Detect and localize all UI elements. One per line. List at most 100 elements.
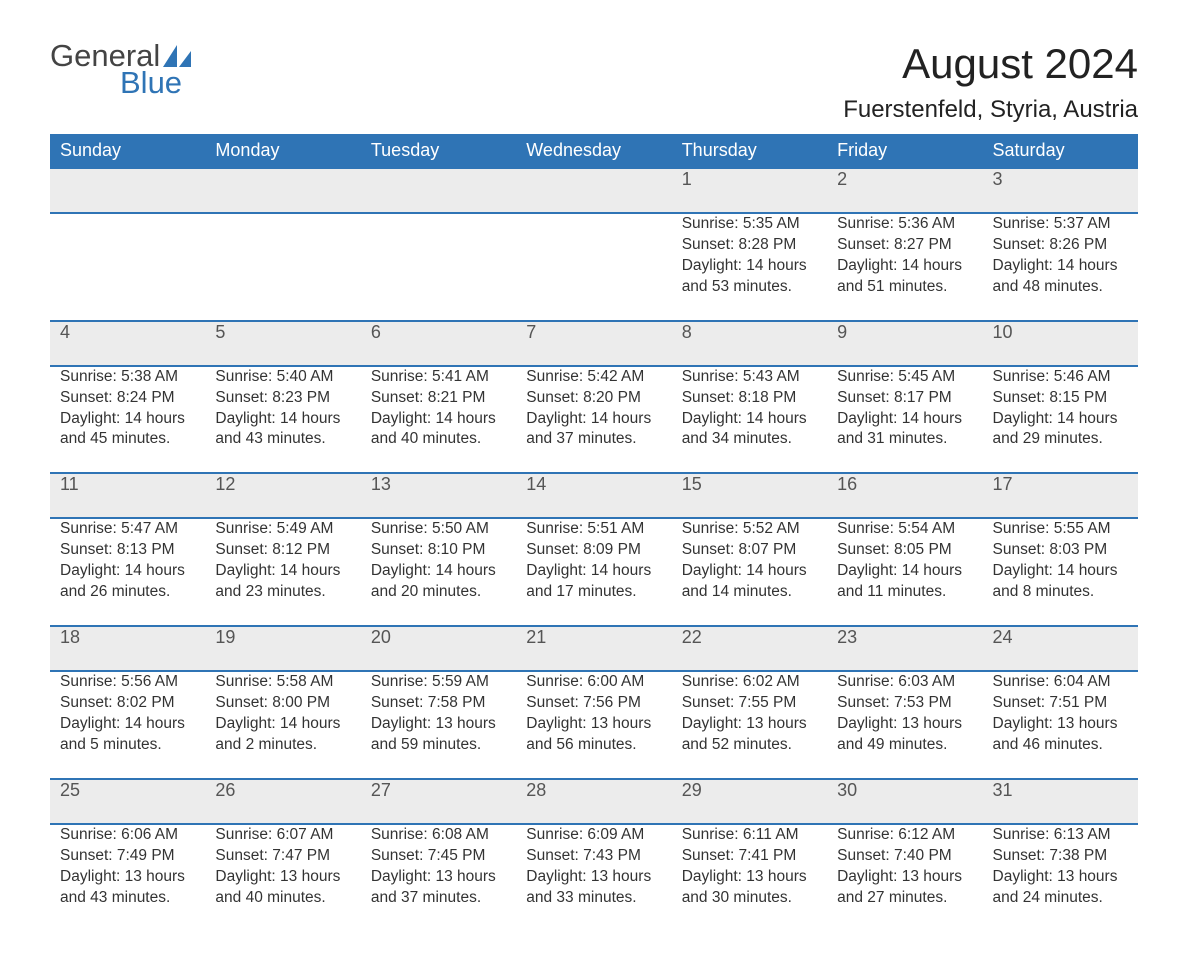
sunset-text: Sunset: 8:21 PM	[371, 388, 506, 409]
sunset-text: Sunset: 8:13 PM	[60, 540, 195, 561]
location-label: Fuerstenfeld, Styria, Austria	[843, 96, 1138, 124]
day-content-cell: Sunrise: 6:12 AMSunset: 7:40 PMDaylight:…	[827, 824, 982, 931]
daylight-text: Daylight: 14 hours	[371, 561, 506, 582]
day-number-cell: 12	[205, 473, 360, 518]
logo-sail-icon	[163, 45, 191, 67]
daylight-text: Daylight: 13 hours	[993, 867, 1128, 888]
day-number-cell: 10	[983, 321, 1138, 366]
daylight-text: Daylight: 13 hours	[215, 867, 350, 888]
day-number: 11	[60, 474, 79, 494]
day-number: 14	[526, 474, 546, 494]
day-number: 23	[837, 627, 857, 647]
day-content-cell: Sunrise: 5:47 AMSunset: 8:13 PMDaylight:…	[50, 518, 205, 626]
day-number: 1	[682, 169, 692, 189]
day-number: 20	[371, 627, 391, 647]
day-number-row: 11121314151617	[50, 473, 1138, 518]
day-content-cell	[205, 213, 360, 321]
day-content-cell: Sunrise: 5:54 AMSunset: 8:05 PMDaylight:…	[827, 518, 982, 626]
day-number-cell: 30	[827, 779, 982, 824]
day-content-cell	[361, 213, 516, 321]
sunrise-text: Sunrise: 6:13 AM	[993, 825, 1128, 846]
daylight-text: Daylight: 14 hours	[993, 256, 1128, 277]
day-number-cell	[516, 168, 671, 213]
day-content-cell: Sunrise: 5:35 AMSunset: 8:28 PMDaylight:…	[672, 213, 827, 321]
day-content-cell: Sunrise: 6:04 AMSunset: 7:51 PMDaylight:…	[983, 671, 1138, 779]
daylight-text: and 40 minutes.	[371, 429, 506, 450]
daylight-text: Daylight: 14 hours	[371, 409, 506, 430]
sunset-text: Sunset: 8:18 PM	[682, 388, 817, 409]
daylight-text: Daylight: 14 hours	[993, 409, 1128, 430]
day-number-row: 18192021222324	[50, 626, 1138, 671]
day-content-cell: Sunrise: 5:42 AMSunset: 8:20 PMDaylight:…	[516, 366, 671, 474]
day-content-cell: Sunrise: 5:55 AMSunset: 8:03 PMDaylight:…	[983, 518, 1138, 626]
day-number-cell: 9	[827, 321, 982, 366]
day-content-cell: Sunrise: 6:00 AMSunset: 7:56 PMDaylight:…	[516, 671, 671, 779]
daylight-text: Daylight: 14 hours	[60, 714, 195, 735]
daylight-text: and 52 minutes.	[682, 735, 817, 756]
sunrise-text: Sunrise: 6:12 AM	[837, 825, 972, 846]
header: General Blue August 2024 Fuerstenfeld, S…	[50, 40, 1138, 124]
daylight-text: Daylight: 13 hours	[526, 867, 661, 888]
daylight-text: Daylight: 14 hours	[60, 561, 195, 582]
sunset-text: Sunset: 8:09 PM	[526, 540, 661, 561]
daylight-text: Daylight: 13 hours	[682, 714, 817, 735]
daylight-text: and 24 minutes.	[993, 888, 1128, 909]
day-content-cell: Sunrise: 5:46 AMSunset: 8:15 PMDaylight:…	[983, 366, 1138, 474]
day-number-cell: 17	[983, 473, 1138, 518]
sunset-text: Sunset: 8:00 PM	[215, 693, 350, 714]
day-number: 2	[837, 169, 847, 189]
day-number: 16	[837, 474, 857, 494]
daylight-text: Daylight: 13 hours	[837, 867, 972, 888]
daylight-text: Daylight: 14 hours	[837, 561, 972, 582]
day-number-row: 25262728293031	[50, 779, 1138, 824]
daylight-text: and 56 minutes.	[526, 735, 661, 756]
daylight-text: and 20 minutes.	[371, 582, 506, 603]
day-number-cell: 26	[205, 779, 360, 824]
day-content-cell: Sunrise: 6:09 AMSunset: 7:43 PMDaylight:…	[516, 824, 671, 931]
daylight-text: and 40 minutes.	[215, 888, 350, 909]
day-number: 18	[60, 627, 80, 647]
day-number: 4	[60, 322, 70, 342]
sunset-text: Sunset: 8:17 PM	[837, 388, 972, 409]
weekday-header: Thursday	[672, 134, 827, 168]
sunset-text: Sunset: 8:10 PM	[371, 540, 506, 561]
day-number: 10	[993, 322, 1013, 342]
daylight-text: and 31 minutes.	[837, 429, 972, 450]
daylight-text: Daylight: 13 hours	[526, 714, 661, 735]
day-number-cell: 21	[516, 626, 671, 671]
sunset-text: Sunset: 7:55 PM	[682, 693, 817, 714]
sunrise-text: Sunrise: 5:59 AM	[371, 672, 506, 693]
day-number: 21	[526, 627, 546, 647]
brand-logo: General Blue	[50, 40, 191, 98]
sunrise-text: Sunrise: 6:00 AM	[526, 672, 661, 693]
day-number-cell: 24	[983, 626, 1138, 671]
daylight-text: and 34 minutes.	[682, 429, 817, 450]
day-content-cell: Sunrise: 6:06 AMSunset: 7:49 PMDaylight:…	[50, 824, 205, 931]
sunrise-text: Sunrise: 5:47 AM	[60, 519, 195, 540]
daylight-text: and 14 minutes.	[682, 582, 817, 603]
day-content-cell: Sunrise: 5:36 AMSunset: 8:27 PMDaylight:…	[827, 213, 982, 321]
weekday-header: Tuesday	[361, 134, 516, 168]
day-number: 19	[215, 627, 235, 647]
daylight-text: and 46 minutes.	[993, 735, 1128, 756]
day-number: 9	[837, 322, 847, 342]
day-number: 25	[60, 780, 80, 800]
sunrise-text: Sunrise: 5:56 AM	[60, 672, 195, 693]
day-content-row: Sunrise: 5:56 AMSunset: 8:02 PMDaylight:…	[50, 671, 1138, 779]
day-number: 31	[993, 780, 1013, 800]
sunset-text: Sunset: 7:56 PM	[526, 693, 661, 714]
day-number-cell	[205, 168, 360, 213]
daylight-text: and 26 minutes.	[60, 582, 195, 603]
day-content-cell: Sunrise: 5:50 AMSunset: 8:10 PMDaylight:…	[361, 518, 516, 626]
day-content-cell: Sunrise: 6:02 AMSunset: 7:55 PMDaylight:…	[672, 671, 827, 779]
daylight-text: and 49 minutes.	[837, 735, 972, 756]
day-number-cell: 28	[516, 779, 671, 824]
daylight-text: and 17 minutes.	[526, 582, 661, 603]
weekday-header: Monday	[205, 134, 360, 168]
day-content-cell: Sunrise: 6:08 AMSunset: 7:45 PMDaylight:…	[361, 824, 516, 931]
sunrise-text: Sunrise: 5:45 AM	[837, 367, 972, 388]
day-content-cell: Sunrise: 5:38 AMSunset: 8:24 PMDaylight:…	[50, 366, 205, 474]
day-number-cell: 25	[50, 779, 205, 824]
sunset-text: Sunset: 8:02 PM	[60, 693, 195, 714]
day-content-cell: Sunrise: 5:40 AMSunset: 8:23 PMDaylight:…	[205, 366, 360, 474]
